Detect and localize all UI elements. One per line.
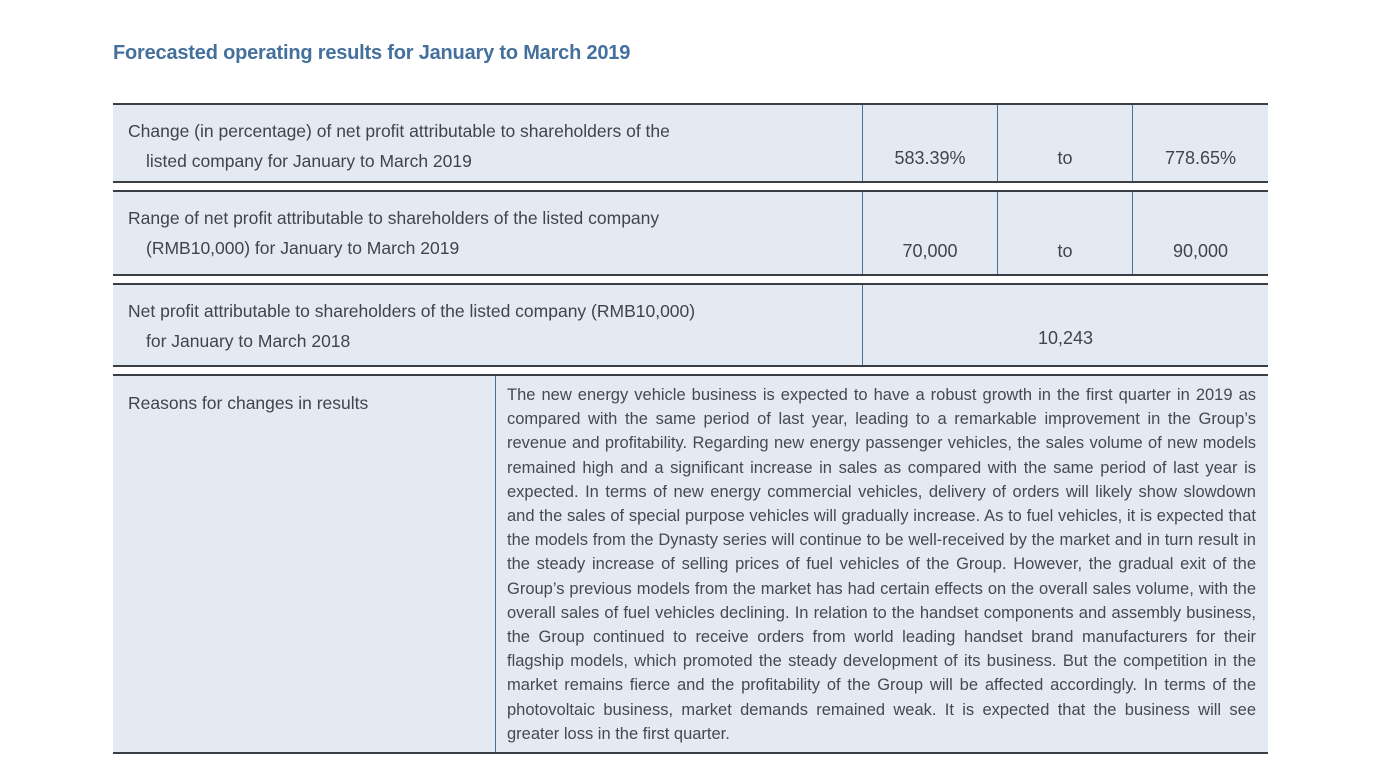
row-label-line2: listed company for January to March 2019: [146, 151, 472, 171]
value-high-cell: 778.65%: [1132, 105, 1268, 181]
range-connector-cell: to: [997, 105, 1132, 181]
row-label-line1: Range of net profit attributable to shar…: [128, 208, 660, 228]
forecast-table: Change (in percentage) of net profit att…: [113, 103, 1268, 754]
reasons-paragraph: The new energy vehicle business is expec…: [495, 376, 1268, 752]
page-title: Forecasted operating results for January…: [113, 42, 631, 64]
row-label: Net profit attributable to shareholders …: [113, 285, 862, 365]
row-label-line1: Change (in percentage) of net profit att…: [128, 121, 670, 141]
row-label: Range of net profit attributable to shar…: [113, 192, 862, 274]
value-low-cell: 583.39%: [862, 105, 997, 181]
table-row-change-percentage: Change (in percentage) of net profit att…: [113, 103, 1268, 183]
table-row-reasons: Reasons for changes in results The new e…: [113, 374, 1268, 754]
table-row-net-profit-range: Range of net profit attributable to shar…: [113, 190, 1268, 276]
row-label: Change (in percentage) of net profit att…: [113, 105, 862, 181]
table-row-net-profit-2018: Net profit attributable to shareholders …: [113, 283, 1268, 367]
value-high-cell: 90,000: [1132, 192, 1268, 274]
value-low-cell: 70,000: [862, 192, 997, 274]
row-label-line2: (RMB10,000) for January to March 2019: [146, 238, 460, 258]
row-label-line2: for January to March 2018: [146, 331, 351, 351]
row-label: Reasons for changes in results: [128, 393, 369, 413]
value-merged-cell: 10,243: [862, 285, 1268, 365]
range-connector-cell: to: [997, 192, 1132, 274]
row-label-line1: Net profit attributable to shareholders …: [128, 301, 696, 321]
